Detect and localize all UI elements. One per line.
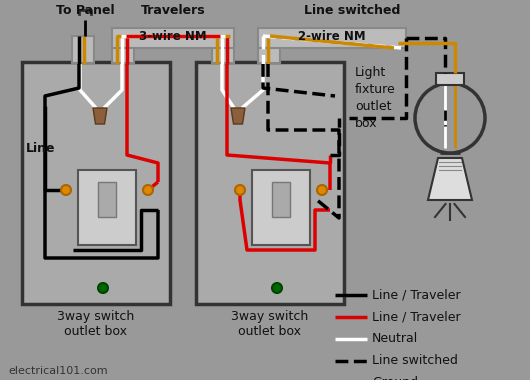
Bar xyxy=(196,62,344,304)
Bar xyxy=(212,36,234,63)
Text: 2-wire NM: 2-wire NM xyxy=(298,30,366,43)
Bar xyxy=(112,36,134,63)
Text: Ground: Ground xyxy=(372,377,418,380)
Bar xyxy=(258,28,406,48)
Bar xyxy=(112,28,234,48)
Polygon shape xyxy=(93,108,107,124)
Text: To Panel: To Panel xyxy=(56,4,114,17)
Text: Neutral: Neutral xyxy=(372,332,418,345)
Text: 3-wire NM: 3-wire NM xyxy=(139,30,207,43)
Circle shape xyxy=(235,185,245,195)
Bar xyxy=(252,170,310,245)
Text: 3way switch
outlet box: 3way switch outlet box xyxy=(232,310,308,338)
Bar xyxy=(272,182,290,217)
Bar xyxy=(22,62,170,304)
Polygon shape xyxy=(231,108,245,124)
Circle shape xyxy=(272,283,282,293)
Bar xyxy=(436,73,464,85)
Text: Light
fixture
outlet
box: Light fixture outlet box xyxy=(355,66,396,130)
Circle shape xyxy=(143,185,153,195)
Text: Line switched: Line switched xyxy=(372,355,458,367)
Bar xyxy=(98,182,116,217)
Circle shape xyxy=(317,185,327,195)
Polygon shape xyxy=(428,158,472,200)
Text: Line / Traveler: Line / Traveler xyxy=(372,288,461,301)
Circle shape xyxy=(98,283,108,293)
Text: Travelers: Travelers xyxy=(140,4,205,17)
Text: 3way switch
outlet box: 3way switch outlet box xyxy=(57,310,135,338)
Text: Line: Line xyxy=(26,141,56,155)
Bar xyxy=(258,36,280,63)
Text: Line / Traveler: Line / Traveler xyxy=(372,310,461,323)
Bar xyxy=(78,170,136,245)
Circle shape xyxy=(61,185,71,195)
Bar xyxy=(72,36,94,63)
Text: Line switched: Line switched xyxy=(304,4,400,17)
Text: electrical101.com: electrical101.com xyxy=(8,366,108,376)
